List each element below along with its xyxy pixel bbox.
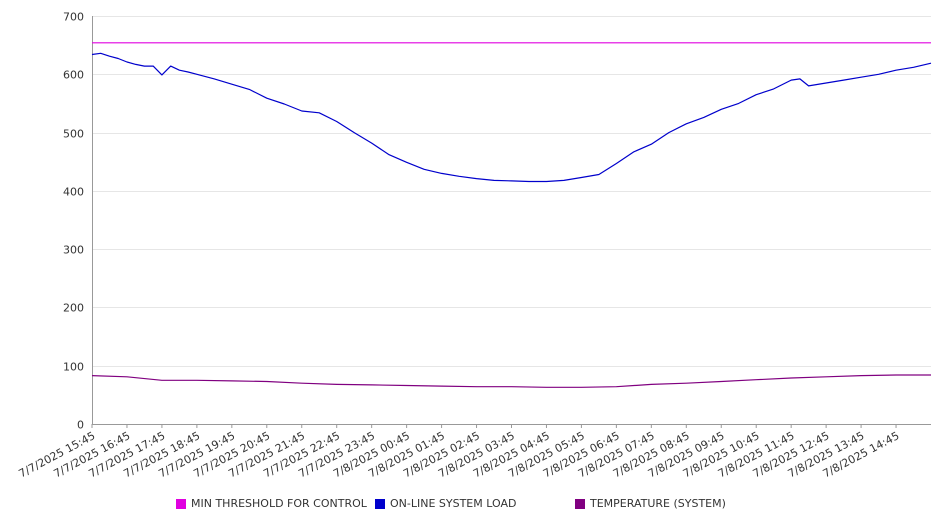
series-lines: [91, 42, 932, 388]
axes: [92, 16, 931, 425]
y-tick-label: 400: [63, 186, 84, 199]
series-line-temperature-system: [91, 374, 931, 388]
y-axis-ticks: 0 100 200 300 400 500 600 700: [63, 11, 84, 432]
y-tick-label: 300: [63, 244, 84, 257]
y-tick-label: 0: [77, 419, 84, 432]
grid: [92, 16, 931, 367]
legend-item-min-threshold[interactable]: MIN THRESHOLD FOR CONTROL: [176, 497, 367, 510]
y-tick-label: 700: [63, 11, 84, 24]
legend-swatch-temperature: [575, 498, 585, 509]
legend-item-system-load[interactable]: ON-LINE SYSTEM LOAD: [375, 497, 516, 510]
legend-item-temperature[interactable]: TEMPERATURE (SYSTEM): [575, 497, 726, 510]
series-line-on-line-system-load: [91, 52, 932, 183]
legend-swatch-min-threshold: [176, 498, 186, 509]
y-tick-label: 100: [63, 361, 84, 374]
y-tick-label: 600: [63, 69, 84, 82]
legend-label-system-load: ON-LINE SYSTEM LOAD: [390, 497, 517, 510]
legend-label-temperature: TEMPERATURE (SYSTEM): [590, 497, 726, 510]
legend: MIN THRESHOLD FOR CONTROL ON-LINE SYSTEM…: [0, 497, 946, 515]
legend-swatch-system-load: [375, 498, 385, 509]
x-axis-ticks: 7/7/2025 15:457/7/2025 16:457/7/2025 17:…: [17, 424, 901, 480]
y-tick-label: 200: [63, 302, 84, 315]
y-tick-label: 500: [63, 128, 84, 141]
legend-label-min-threshold: MIN THRESHOLD FOR CONTROL: [191, 497, 367, 510]
